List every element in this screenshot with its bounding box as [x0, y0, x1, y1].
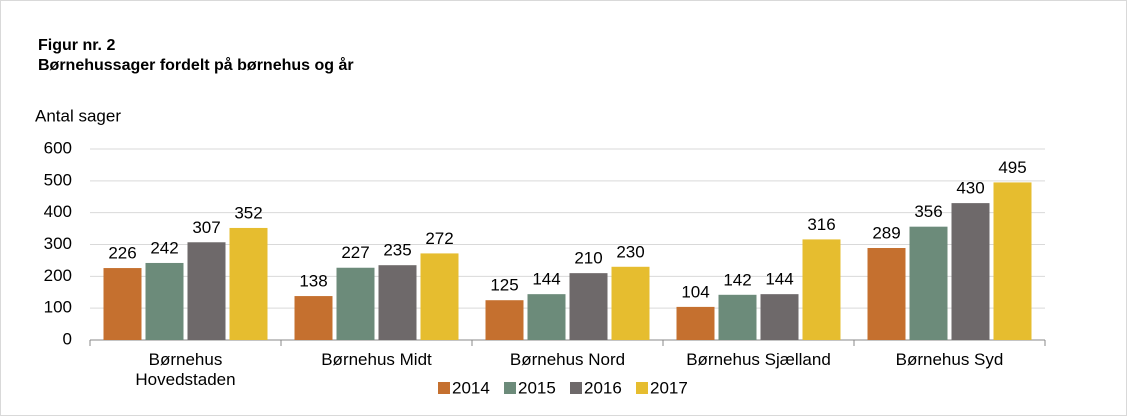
legend-swatch — [504, 382, 516, 394]
y-tick-label: 0 — [63, 329, 72, 348]
bar — [336, 267, 375, 340]
bar — [951, 203, 990, 340]
bar — [527, 294, 566, 340]
value-label: 144 — [765, 270, 793, 289]
legend-label: 2014 — [452, 378, 490, 397]
chart-title: Figur nr. 2 — [38, 37, 115, 54]
value-label: 104 — [681, 282, 709, 301]
bar — [909, 226, 948, 340]
legend-swatch — [570, 382, 582, 394]
value-label: 242 — [150, 238, 178, 257]
y-axis-label: Antal sager — [35, 106, 121, 125]
value-label: 272 — [425, 229, 453, 248]
value-label: 356 — [914, 202, 942, 221]
value-label: 230 — [616, 242, 644, 261]
bar — [760, 294, 799, 340]
y-tick-label: 400 — [44, 202, 72, 221]
value-label: 227 — [341, 243, 369, 262]
value-label: 142 — [723, 270, 751, 289]
value-label: 226 — [108, 244, 136, 263]
y-tick-label: 100 — [44, 298, 72, 317]
value-label: 289 — [872, 223, 900, 242]
y-tick-label: 500 — [44, 170, 72, 189]
value-label: 125 — [490, 276, 518, 295]
bar — [378, 265, 417, 340]
legend-label: 2016 — [584, 378, 622, 397]
bar — [145, 262, 184, 340]
x-tick-label: Børnehus Hovedstaden — [135, 350, 236, 389]
x-tick-label: Børnehus Midt — [321, 350, 432, 369]
value-label: 430 — [956, 179, 984, 198]
bar — [611, 266, 650, 340]
bar — [420, 253, 459, 340]
bar — [103, 268, 142, 340]
value-label: 144 — [532, 270, 560, 289]
bar — [294, 296, 333, 340]
bar — [187, 242, 226, 340]
bar — [485, 300, 524, 340]
value-label: 210 — [574, 249, 602, 268]
legend-swatch — [438, 382, 450, 394]
value-label: 307 — [192, 218, 220, 237]
bar — [229, 227, 268, 340]
legend-label: 2015 — [518, 378, 556, 397]
bar — [993, 182, 1032, 340]
legend-swatch — [636, 382, 648, 394]
x-tick-label: Børnehus Nord — [509, 350, 626, 369]
y-tick-label: 600 — [44, 138, 72, 157]
chart-subtitle: Børnehussager fordelt på børnehus og år — [38, 56, 354, 74]
bar — [676, 306, 715, 340]
value-label: 138 — [299, 272, 327, 291]
value-label: 352 — [234, 203, 262, 222]
bar — [802, 239, 841, 340]
bar — [569, 273, 608, 340]
value-label: 235 — [383, 241, 411, 260]
value-label: 495 — [998, 158, 1026, 177]
bar — [718, 294, 757, 340]
value-label: 316 — [807, 215, 835, 234]
y-tick-label: 200 — [44, 266, 72, 285]
y-tick-label: 300 — [44, 234, 72, 253]
bar — [867, 248, 906, 340]
legend-label: 2017 — [650, 378, 688, 397]
x-tick-label: Børnehus Sjælland — [686, 350, 831, 369]
x-tick-label: Børnehus Syd — [895, 350, 1004, 369]
